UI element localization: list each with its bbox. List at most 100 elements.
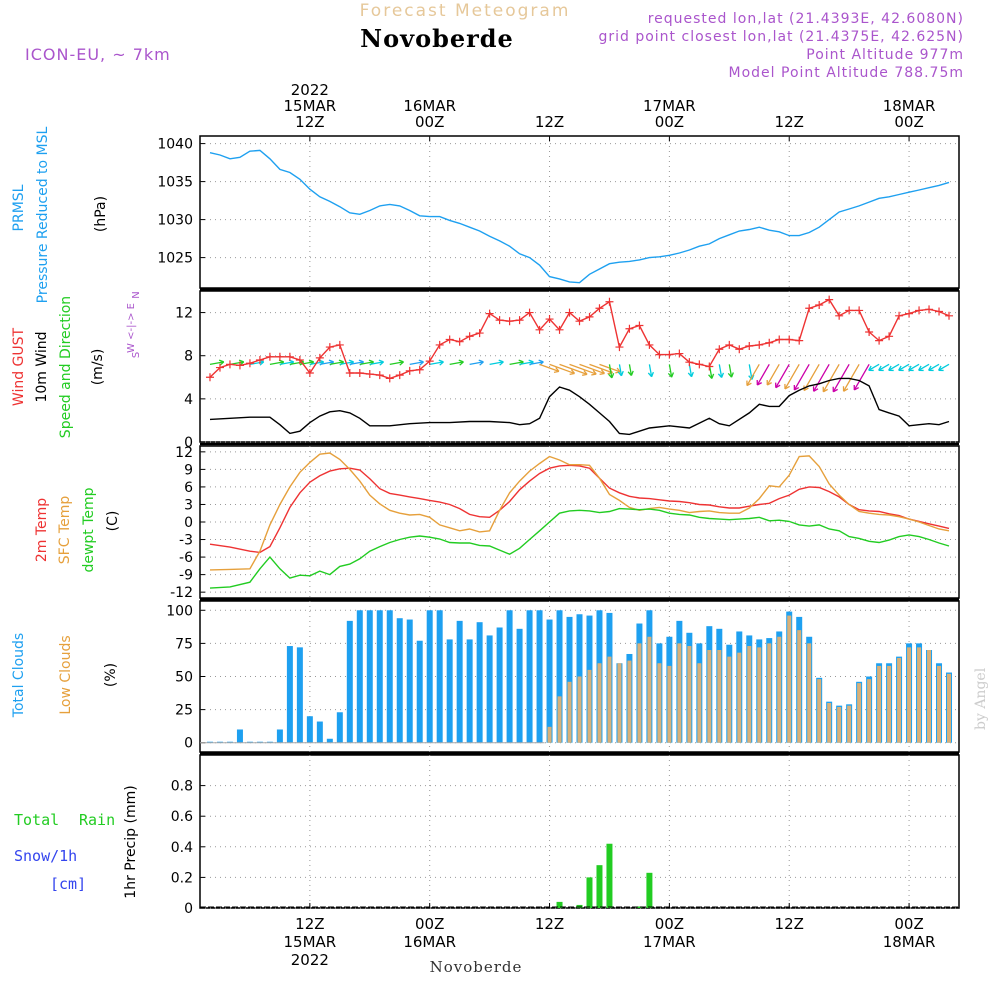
time-tick-label: 2022 (291, 81, 329, 99)
wind-arrowhead (898, 365, 904, 372)
y-tick-label: 0.8 (171, 779, 193, 795)
low-cloud-bar (807, 643, 812, 743)
low-cloud-bar (547, 726, 552, 743)
cloud-series (200, 610, 953, 744)
precip-panel-labels: Total Rain Snow/1h [cm] 1hr Precip (mm) (14, 785, 139, 898)
pressure-y-axis: 1025 1030 1035 1040 (157, 137, 959, 267)
low-cloud-bar (787, 615, 792, 743)
gust-marker (795, 336, 804, 345)
total-cloud-bar (356, 610, 363, 743)
gust-marker (575, 317, 584, 326)
series-line-prmsl (209, 149, 950, 284)
gust-marker (895, 311, 904, 320)
wind-arrowhead (378, 359, 384, 366)
wind-arrow (843, 364, 860, 392)
y-tick-label: 50 (175, 670, 193, 686)
gust-marker (345, 368, 354, 377)
compass-we: W <-|-> E (126, 303, 137, 353)
gust-marker (325, 343, 334, 352)
gust-marker (765, 338, 774, 347)
precip-bar (586, 877, 593, 908)
gust-marker (885, 332, 894, 341)
time-tick-label: 12Z (535, 113, 564, 131)
low-cloud-bar (687, 646, 692, 743)
gust-marker (225, 360, 234, 369)
watermark: by Angel (973, 667, 989, 730)
wind-arrow (579, 363, 605, 375)
series-line-dewpt-temp (209, 507, 950, 589)
wind-arrowhead (775, 382, 781, 389)
low-cloud-bar (597, 663, 602, 743)
gust-marker (655, 350, 664, 359)
total-cloud-bar (426, 610, 433, 743)
series-line-sfc-temp (209, 452, 950, 571)
total-cloud-bar (236, 729, 243, 743)
wind-arrowhead (478, 359, 484, 366)
gust-marker (285, 352, 294, 361)
gust-marker (395, 371, 404, 380)
wind-arrow (429, 361, 444, 365)
wind-arrowhead (766, 380, 772, 386)
wind-arrowhead (793, 384, 800, 391)
y-tick-label: 8 (184, 349, 193, 365)
time-tick-label: 18MAR (883, 933, 936, 951)
gust-marker (545, 315, 554, 324)
pressure-label-desc: Pressure Reduced to MSL (35, 126, 51, 303)
gust-marker (375, 371, 384, 380)
low-cloud-bar (827, 702, 832, 743)
total-cloud-bar (476, 622, 483, 743)
wind-arrows (209, 359, 950, 393)
low-cloud-bar (707, 650, 712, 743)
gust-marker (515, 316, 524, 325)
closest-coords: grid point closest lon,lat (21.4375E, 42… (598, 29, 964, 45)
wind-arrow (369, 361, 384, 365)
gust-marker (215, 363, 224, 372)
wind-arrowhead (784, 383, 790, 390)
wind-arrowhead (599, 369, 606, 376)
gust-marker (805, 304, 814, 313)
wind-arrow (279, 361, 294, 365)
wind-arrow (853, 364, 870, 391)
low-cloud-bar (917, 647, 922, 743)
wind-arrowhead (398, 359, 404, 366)
pressure-panel-labels: PRMSL Pressure Reduced to MSL (hPa) (11, 126, 109, 303)
y-tick-label: 1025 (157, 251, 193, 267)
y-tick-label: 1035 (157, 175, 193, 191)
gust-marker (275, 352, 284, 361)
gust-marker (935, 307, 944, 316)
total-cloud-bar (446, 639, 453, 743)
wind-arrow (608, 364, 613, 379)
low-cloud-bar (657, 663, 662, 743)
gust-marker (295, 356, 304, 365)
time-tick-label: 12Z (295, 113, 324, 131)
low-cloud-bar (937, 665, 942, 743)
precip-bar (606, 843, 613, 908)
gust-marker (405, 366, 414, 375)
gust-marker (335, 340, 344, 349)
wind-arrow (775, 364, 790, 388)
time-tick-label: 12Z (775, 915, 804, 933)
wind-arrowhead (627, 370, 634, 376)
time-tick-label: 16MAR (403, 97, 456, 115)
low-cloud-bar (817, 679, 822, 743)
wind-arrowhead (908, 365, 914, 372)
time-tick-label: 15MAR (283, 933, 336, 951)
wind-arrow (688, 364, 693, 377)
wind-arrow (746, 364, 760, 386)
wind-arrowhead (591, 369, 597, 376)
wind-arrowhead (218, 359, 225, 366)
wind-arrow (908, 363, 920, 371)
wind-arrowhead (938, 365, 944, 372)
y-tick-label: 6 (184, 480, 193, 496)
wind-arrow (878, 363, 890, 371)
total-cloud-bar (496, 627, 503, 743)
wind-arrow (628, 364, 633, 376)
gust-marker (725, 340, 734, 349)
precip-bar (646, 872, 653, 908)
wind-arrowhead (553, 367, 560, 373)
gust-marker (785, 335, 794, 344)
total-cloud-bar (546, 619, 553, 743)
wind-arrow (803, 364, 820, 391)
